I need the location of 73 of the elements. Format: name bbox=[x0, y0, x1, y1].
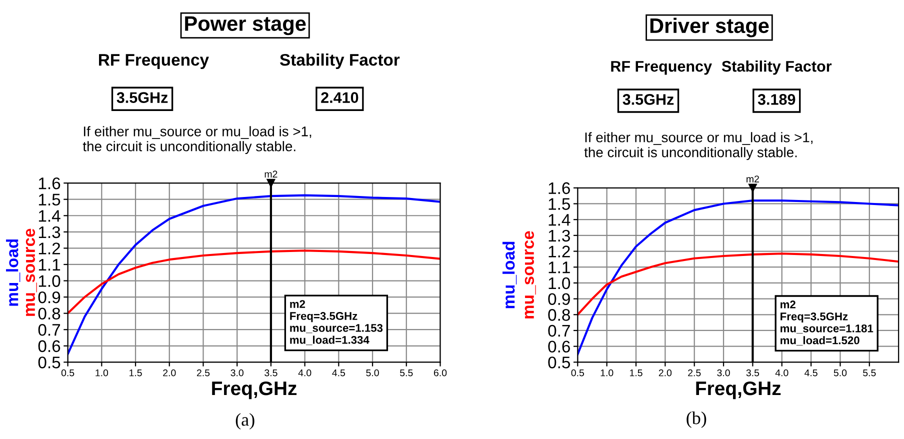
text: If either mu_source or mu_load is >1, the circuit is unconditionally stable. bbox=[584, 132, 812, 160]
y-tick-label: 0.6 bbox=[38, 340, 60, 352]
y-tick-label: 0.8 bbox=[548, 309, 570, 321]
x-tick-label: 1.0 bbox=[96, 369, 108, 376]
y-tick-label: 1.2 bbox=[38, 242, 60, 254]
x-tick-label: 3.5 bbox=[264, 369, 278, 376]
y-tick-label: 1.5 bbox=[548, 198, 570, 210]
x-axis-title: Freq,GHz bbox=[696, 381, 781, 400]
y-tick-label: 1.5 bbox=[38, 194, 60, 206]
x-tick-label: 3.0 bbox=[230, 369, 244, 376]
text: If either mu_source or mu_load is >1, the circuit is unconditionally stable. bbox=[82, 126, 312, 154]
chart-title: Driver stage bbox=[650, 18, 769, 38]
text: mu_load bbox=[502, 242, 517, 308]
chart-title: Power stage bbox=[185, 16, 306, 36]
line-series bbox=[68, 194, 440, 356]
x-tick-label: 4.0 bbox=[298, 369, 312, 376]
text: Stability Factor bbox=[280, 54, 400, 70]
y-tick-label: 1.4 bbox=[38, 210, 60, 222]
y-tick-label: 0.8 bbox=[38, 308, 60, 320]
text: mu_source bbox=[524, 231, 536, 318]
x-tick-label: 4.0 bbox=[775, 369, 788, 376]
annotation: m2 Freq=3.5GHz mu_source=1.181 mu_load=1.520 bbox=[780, 300, 874, 346]
y-tick-label: 1.6 bbox=[548, 182, 570, 194]
x-tick-label: 0.5 bbox=[61, 369, 74, 376]
x-tick-label: 1.5 bbox=[130, 369, 142, 376]
y-tick-label: 1.0 bbox=[548, 277, 570, 290]
y-tick-label: 0.9 bbox=[548, 293, 570, 306]
y-tick-label: 1.3 bbox=[548, 230, 570, 242]
y-tick-label: 1.2 bbox=[548, 246, 570, 258]
y-tick-label: 0.5 bbox=[38, 356, 60, 368]
x-tick-label: 2.5 bbox=[196, 369, 210, 376]
x-tick-label: 1.5 bbox=[630, 369, 642, 376]
text: 3.189 bbox=[758, 94, 796, 105]
x-tick-label: 2.0 bbox=[163, 369, 176, 376]
y-tick-label: 0.7 bbox=[548, 324, 570, 337]
y-tick-label: 1.1 bbox=[548, 262, 570, 274]
x-tick-label: 3.5 bbox=[746, 369, 760, 376]
x-tick-label: 4.5 bbox=[332, 369, 346, 376]
y-tick-label: 0.9 bbox=[38, 291, 60, 304]
text: 3.5GHz bbox=[622, 94, 674, 105]
y-tick-label: 0.6 bbox=[548, 340, 570, 353]
x-tick-label: 2.0 bbox=[658, 369, 672, 376]
x-tick-label: 6.0 bbox=[434, 369, 447, 376]
x-tick-label: 5.0 bbox=[834, 369, 847, 376]
y-tick-label: 0.5 bbox=[548, 356, 570, 368]
ref-line-label: m2 bbox=[264, 170, 278, 178]
x-tick-label: 0.5 bbox=[571, 369, 584, 376]
y-tick-label: 1.4 bbox=[548, 214, 570, 226]
x-tick-label: 4.5 bbox=[804, 369, 818, 376]
x-axis-title: Freq,GHz bbox=[212, 381, 297, 400]
text: RF Frequency bbox=[99, 54, 209, 70]
x-tick-label: 1.0 bbox=[600, 369, 614, 376]
annotation: m2 Freq=3.5GHz mu_source=1.153 mu_load=1.334 bbox=[290, 300, 383, 346]
y-tick-label: 1.0 bbox=[38, 275, 60, 287]
text: 2.410 bbox=[321, 92, 358, 103]
x-tick-label: 5.5 bbox=[400, 369, 413, 376]
text: (b) bbox=[686, 412, 706, 428]
y-tick-label: 1.1 bbox=[38, 259, 60, 271]
y-tick-label: 0.7 bbox=[38, 324, 60, 336]
line-series bbox=[578, 200, 899, 356]
text: Stability Factor bbox=[722, 60, 832, 75]
x-tick-label: 5.5 bbox=[863, 369, 876, 376]
x-tick-label: 3.0 bbox=[717, 369, 730, 376]
text: mu_source bbox=[26, 228, 37, 316]
text: mu_load bbox=[6, 239, 20, 306]
x-tick-label: 5.0 bbox=[366, 369, 379, 376]
ref-line-label: m2 bbox=[746, 176, 759, 182]
text: (a) bbox=[236, 413, 254, 430]
x-tick-label: 2.5 bbox=[688, 369, 701, 376]
text: 3.5GHz bbox=[116, 92, 168, 104]
y-tick-label: 1.3 bbox=[38, 226, 60, 238]
text: RF Frequency bbox=[611, 61, 712, 75]
y-tick-label: 1.6 bbox=[38, 177, 60, 190]
